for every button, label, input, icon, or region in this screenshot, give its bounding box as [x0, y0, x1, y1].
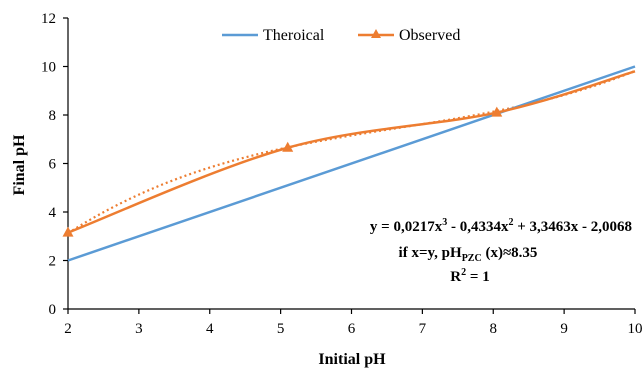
x-tick-label: 3 — [135, 321, 143, 337]
y-tick-label: 4 — [49, 205, 57, 221]
equation-text: y = 0,0217x3 - 0,4334x2 + 3,3463x - 2,00… — [370, 217, 632, 235]
trendline-annotation: y = 0,0217x3 - 0,4334x2 + 3,3463x - 2,00… — [370, 217, 632, 285]
legend-marker-observed — [371, 29, 381, 38]
x-tick-label: 5 — [277, 321, 285, 337]
observed-point-marker — [282, 141, 294, 152]
x-tick-label: 4 — [206, 321, 214, 337]
trendline-observed — [67, 69, 636, 235]
x-axis-title: Initial pH — [318, 351, 386, 368]
y-axis-title: Final pH — [11, 134, 28, 195]
series-line-theroical — [67, 65, 636, 262]
pzc-text: if x=y, pHPZC (x)≈8.35 — [399, 245, 538, 264]
x-ticks: 2 3 4 5 6 7 8 9 10 — [64, 309, 643, 337]
observed-point-marker — [62, 226, 74, 237]
y-tick-label: 2 — [49, 254, 57, 270]
x-tick-label: 8 — [490, 321, 498, 337]
legend-label-theroical: Theroical — [263, 27, 325, 44]
x-tick-label: 10 — [628, 321, 643, 337]
r-squared-text: R2 = 1 — [450, 267, 489, 285]
y-tick-label: 10 — [41, 60, 56, 76]
series-line-observed — [67, 70, 636, 234]
series-layer — [62, 65, 636, 262]
legend-label-observed: Observed — [399, 27, 460, 44]
legend: Theroical Observed — [222, 27, 460, 44]
y-tick-label: 12 — [41, 11, 56, 27]
x-tick-label: 6 — [348, 321, 356, 337]
observed-point-marker — [491, 106, 503, 117]
y-tick-label: 6 — [49, 157, 57, 173]
x-tick-label: 7 — [419, 321, 427, 337]
y-ticks: 0 2 4 6 8 10 12 — [41, 11, 68, 318]
x-tick-label: 2 — [64, 321, 72, 337]
x-tick-label: 9 — [560, 321, 568, 337]
y-tick-label: 8 — [49, 108, 57, 124]
y-tick-label: 0 — [49, 302, 57, 318]
